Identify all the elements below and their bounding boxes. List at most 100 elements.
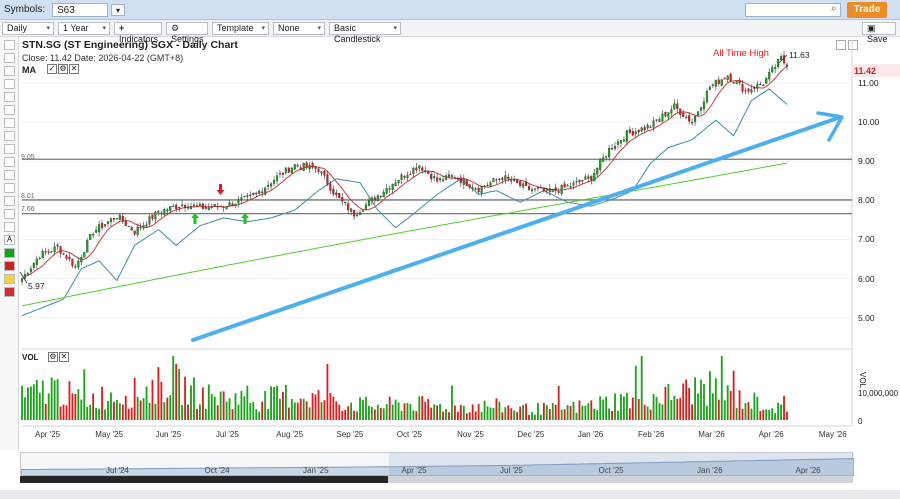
volume-bar[interactable]: [685, 379, 688, 420]
candle-body[interactable]: [62, 253, 65, 255]
volume-bar[interactable]: [525, 403, 527, 420]
candle-body[interactable]: [255, 192, 258, 195]
candle-body[interactable]: [38, 257, 41, 259]
candle-body[interactable]: [103, 224, 107, 227]
volume-bar[interactable]: [121, 404, 124, 420]
volume-bar[interactable]: [631, 397, 634, 420]
volume-bar[interactable]: [560, 409, 563, 420]
chart-type-select[interactable]: Basic Candlestick ▾: [329, 22, 401, 44]
volume-bar[interactable]: [344, 409, 347, 420]
volume-bar[interactable]: [661, 404, 664, 420]
volume-bar[interactable]: [157, 367, 160, 420]
candle-body[interactable]: [729, 73, 732, 82]
candle-body[interactable]: [483, 185, 486, 188]
volume-bar[interactable]: [53, 380, 56, 420]
candle-body[interactable]: [501, 177, 504, 180]
volume-bar[interactable]: [486, 406, 489, 420]
volume-bar[interactable]: [305, 401, 308, 420]
volume-bar[interactable]: [753, 392, 756, 420]
candle-body[interactable]: [747, 88, 750, 92]
candle-body[interactable]: [780, 56, 783, 61]
volume-bar[interactable]: [261, 401, 264, 420]
volume-bar[interactable]: [104, 409, 106, 420]
candle-body[interactable]: [198, 203, 201, 206]
candle-body[interactable]: [542, 187, 545, 192]
candle-body[interactable]: [341, 197, 344, 202]
candle-body[interactable]: [80, 257, 83, 263]
volume-bar[interactable]: [95, 407, 98, 420]
volume-bar[interactable]: [691, 404, 694, 420]
candle-body[interactable]: [631, 131, 634, 136]
volume-bar[interactable]: [74, 393, 77, 420]
volume-bar[interactable]: [21, 385, 23, 420]
volume-bar[interactable]: [581, 405, 584, 420]
candle-body[interactable]: [447, 174, 451, 177]
volume-bar[interactable]: [700, 379, 702, 420]
candle-body[interactable]: [314, 166, 317, 169]
volume-bar[interactable]: [703, 384, 705, 420]
candle-body[interactable]: [178, 207, 181, 209]
volume-bar[interactable]: [453, 405, 456, 420]
volume-bar[interactable]: [323, 400, 326, 420]
candle-body[interactable]: [370, 197, 373, 202]
candle-body[interactable]: [222, 206, 225, 208]
candle-body[interactable]: [753, 87, 756, 89]
candle-body[interactable]: [622, 139, 625, 142]
candle-body[interactable]: [329, 183, 332, 191]
candle-body[interactable]: [95, 229, 98, 233]
volume-bar[interactable]: [353, 410, 356, 420]
volume-bar[interactable]: [534, 414, 536, 420]
volume-bar[interactable]: [139, 400, 142, 420]
volume-bar[interactable]: [409, 403, 412, 420]
candle-body[interactable]: [474, 188, 477, 190]
volume-bar[interactable]: [231, 409, 234, 420]
volume-bar[interactable]: [430, 407, 433, 420]
trend-arrow-icon[interactable]: [191, 116, 840, 342]
candle-body[interactable]: [726, 75, 729, 80]
volume-bar[interactable]: [41, 380, 44, 420]
candle-body[interactable]: [717, 79, 720, 84]
candle-body[interactable]: [708, 87, 711, 90]
volume-bar[interactable]: [273, 386, 275, 420]
template-select[interactable]: Template ▾: [212, 22, 269, 35]
candle-body[interactable]: [98, 224, 101, 233]
candle-body[interactable]: [599, 159, 602, 171]
volume-bar[interactable]: [154, 403, 157, 420]
candle-body[interactable]: [326, 174, 329, 185]
candle-body[interactable]: [391, 184, 394, 190]
volume-bar[interactable]: [101, 386, 103, 420]
candle-body[interactable]: [77, 260, 80, 268]
candle-body[interactable]: [711, 84, 714, 86]
volume-bar[interactable]: [225, 401, 228, 420]
candle-body[interactable]: [240, 197, 243, 201]
volume-bar[interactable]: [403, 403, 406, 420]
candle-body[interactable]: [504, 175, 507, 180]
candle-body[interactable]: [189, 206, 193, 209]
candle-body[interactable]: [353, 210, 356, 217]
volume-bar[interactable]: [80, 399, 83, 420]
volume-bar[interactable]: [332, 396, 335, 420]
candle-body[interactable]: [278, 173, 282, 175]
close-icon[interactable]: ✕: [59, 352, 69, 362]
volume-bar[interactable]: [127, 408, 130, 420]
candle-body[interactable]: [71, 258, 74, 267]
volume-bar[interactable]: [714, 378, 717, 420]
volume-bar[interactable]: [477, 403, 480, 420]
volume-bar[interactable]: [335, 401, 338, 420]
volume-bar[interactable]: [605, 396, 608, 420]
candle-body[interactable]: [456, 178, 459, 180]
candle-body[interactable]: [608, 148, 611, 158]
volume-bar[interactable]: [163, 402, 166, 420]
candle-body[interactable]: [382, 191, 385, 198]
candle-body[interactable]: [281, 172, 284, 175]
volume-bar[interactable]: [495, 398, 498, 420]
candle-body[interactable]: [184, 205, 187, 208]
volume-bar[interactable]: [780, 404, 782, 420]
volume-bar[interactable]: [302, 398, 305, 420]
volume-bar[interactable]: [596, 410, 599, 420]
candle-body[interactable]: [332, 188, 335, 195]
volume-bar[interactable]: [98, 408, 101, 420]
range-navigator[interactable]: [20, 452, 854, 476]
fibonacci-tool-icon[interactable]: [4, 170, 15, 180]
volume-bar[interactable]: [92, 393, 95, 420]
